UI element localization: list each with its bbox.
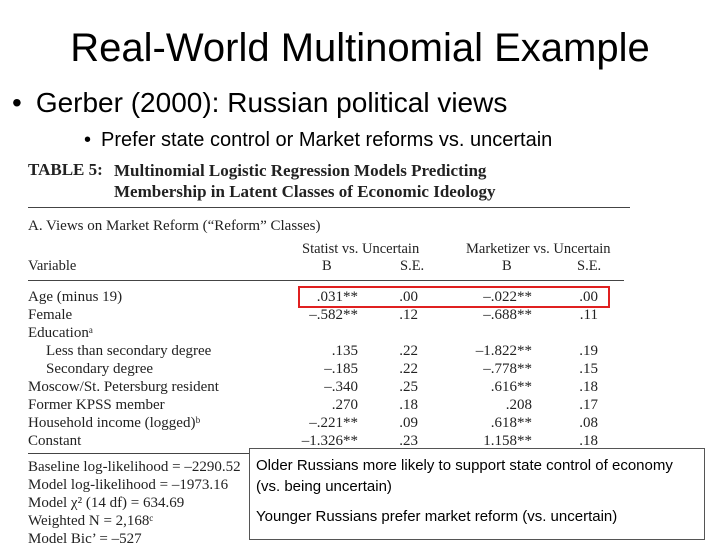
cell-se: .15 [579,361,598,377]
table-rule-header [28,280,624,281]
cell-se: .12 [399,307,418,323]
cell-se: .18 [399,397,418,413]
cell-b: –1.822** [475,343,532,359]
cell-b: –.022** [483,289,532,305]
cell-se: .18 [579,379,598,395]
table-caption: Multinomial Logistic Regression Models P… [114,160,496,202]
fit-stat: Model Bic’ = –527 [28,531,142,547]
row-label: Age (minus 19) [28,289,123,305]
table-caption-line: Membership in Latent Classes of Economic… [114,182,496,201]
table-rule-top [28,207,630,208]
bullet-main-text: Gerber (2000): Russian political views [35,87,508,118]
bullet-main: • Gerber (2000): Russian political views [12,86,507,120]
cell-b: –.185 [324,361,358,377]
bullet-sub: • Prefer state control or Market reforms … [84,127,552,153]
fit-stat: Model χ² (14 df) = 634.69 [28,495,185,511]
table-section-title: A. Views on Market Reform (“Reform” Clas… [28,218,321,234]
row-label: Constant [28,433,82,449]
bullet-sub-text: Prefer state control or Market reforms v… [101,129,553,151]
column-header-se: S.E. [577,258,602,274]
cell-se: .25 [399,379,418,395]
cell-se: .22 [399,361,418,377]
row-label: Moscow/St. Petersburg resident [28,379,219,395]
slide-title: Real-World Multinomial Example [70,26,650,70]
cell-se: .00 [399,289,418,305]
cell-b: –.340 [324,379,358,395]
cell-se: .19 [579,343,598,359]
cell-b: .618** [490,415,532,431]
bullet-dot-icon: • [12,87,22,118]
fit-stat: Baseline log-likelihood = –2290.52 [28,459,241,475]
row-label: Former KPSS member [28,397,165,413]
cell-se: .17 [579,397,598,413]
row-label: Household income (logged)ᵇ [28,415,201,431]
annotation-line: Younger Russians prefer market reform (v… [256,508,618,525]
cell-b: .031** [316,289,358,305]
group-header-statist: Statist vs. Uncertain [302,241,420,257]
cell-b: –1.326** [301,433,358,449]
cell-se: .09 [399,415,418,431]
table-caption-line: Multinomial Logistic Regression Models P… [114,161,487,180]
cell-b: .208 [505,397,532,413]
column-header-b: B [502,258,512,274]
column-header-se: S.E. [400,258,425,274]
cell-se: .22 [399,343,418,359]
cell-b: –.582** [309,307,358,323]
cell-b: .616** [490,379,532,395]
cell-b: –.221** [309,415,358,431]
group-header-marketizer: Marketizer vs. Uncertain [466,241,611,257]
bullet-dot-icon: • [84,129,92,151]
table-label: TABLE 5: [28,160,103,179]
fit-stat: Model log-likelihood = –1973.16 [28,477,229,493]
fit-stat: Weighted N = 2,168ᶜ [28,513,154,529]
cell-se: .18 [579,433,598,449]
annotation-box: Older Russians more likely to support st… [249,448,705,540]
cell-b: 1.158** [483,433,532,449]
cell-b: .135 [331,343,358,359]
cell-se: .00 [579,289,598,305]
cell-b: –.688** [483,307,532,323]
column-header-variable: Variable [28,258,77,274]
row-label: Educationᵃ [28,325,93,341]
cell-b: .270 [331,397,358,413]
column-header-b: B [322,258,332,274]
cell-se: .11 [579,307,598,323]
row-label: Less than secondary degree [46,343,212,359]
cell-se: .08 [579,415,598,431]
annotation-line: Older Russians more likely to support st… [256,457,673,495]
row-label: Secondary degree [46,361,154,377]
row-label: Female [28,307,73,323]
cell-b: –.778** [483,361,532,377]
age-row-highlight-box [298,286,610,308]
cell-se: .23 [399,433,418,449]
